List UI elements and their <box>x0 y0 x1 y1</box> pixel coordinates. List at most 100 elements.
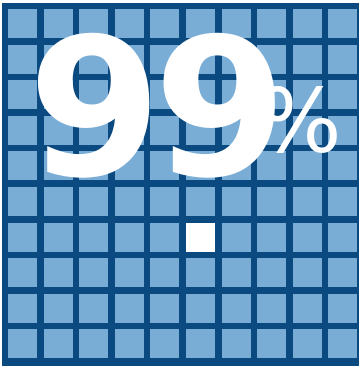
grid-cell <box>257 258 286 287</box>
grid-cell <box>222 294 251 323</box>
highlighted-cell <box>186 223 215 252</box>
grid-cell <box>293 80 322 109</box>
grid-cell <box>293 116 322 145</box>
grid-cell <box>8 151 37 180</box>
grid-cell <box>257 9 286 38</box>
grid-cell <box>257 45 286 74</box>
grid-cell <box>328 116 357 145</box>
grid-cell <box>257 223 286 252</box>
grid-cell <box>115 80 144 109</box>
grid-cell <box>150 80 179 109</box>
grid-cell <box>115 329 144 358</box>
grid-cell <box>79 294 108 323</box>
grid-cell <box>222 223 251 252</box>
grid-cell <box>328 151 357 180</box>
grid-cell <box>79 45 108 74</box>
grid-cell <box>79 116 108 145</box>
stat-number: 99 <box>28 0 287 221</box>
unit-grid <box>2 3 359 366</box>
grid-cell <box>186 45 215 74</box>
grid-cell <box>115 45 144 74</box>
grid-cell <box>293 258 322 287</box>
grid-cell <box>79 329 108 358</box>
grid-cell <box>150 9 179 38</box>
grid-cell <box>328 258 357 287</box>
grid-cell <box>150 187 179 216</box>
grid-cell <box>257 80 286 109</box>
grid-cell <box>150 329 179 358</box>
grid-cell <box>79 258 108 287</box>
grid-cell <box>222 45 251 74</box>
grid-cell <box>293 329 322 358</box>
grid-cell <box>79 9 108 38</box>
grid-cell <box>293 151 322 180</box>
grid-cell <box>222 329 251 358</box>
grid-cell <box>150 223 179 252</box>
grid-cell <box>293 45 322 74</box>
grid-cell <box>44 294 73 323</box>
grid-cell <box>8 223 37 252</box>
grid-cell <box>186 294 215 323</box>
grid-cell <box>115 187 144 216</box>
grid-cell <box>44 223 73 252</box>
grid-cell <box>44 45 73 74</box>
grid-cell <box>186 9 215 38</box>
grid-cell <box>150 45 179 74</box>
grid-cell <box>293 9 322 38</box>
grid-cell <box>8 116 37 145</box>
grid-cell <box>328 45 357 74</box>
grid-cell <box>44 258 73 287</box>
grid-cell <box>186 116 215 145</box>
grid-cell <box>293 223 322 252</box>
grid-cell <box>150 294 179 323</box>
grid-cell <box>8 187 37 216</box>
grid-cell <box>328 294 357 323</box>
grid-cell <box>115 294 144 323</box>
grid-cell <box>44 187 73 216</box>
grid-cell <box>44 329 73 358</box>
grid-cell <box>115 151 144 180</box>
grid-cell <box>44 116 73 145</box>
grid-cell <box>328 187 357 216</box>
grid-cell <box>79 187 108 216</box>
grid-cell <box>8 45 37 74</box>
grid-cell <box>257 187 286 216</box>
grid-cell <box>79 80 108 109</box>
grid-cell <box>222 9 251 38</box>
percent-sign: % <box>258 70 342 173</box>
grid-cell <box>115 9 144 38</box>
grid-cell <box>293 294 322 323</box>
grid-cell <box>44 9 73 38</box>
grid-cell <box>115 223 144 252</box>
grid-cell <box>328 9 357 38</box>
grid-cell <box>257 116 286 145</box>
grid-cell <box>328 329 357 358</box>
grid-cell <box>186 329 215 358</box>
grid-cell <box>115 116 144 145</box>
grid-cell <box>257 151 286 180</box>
grid-cell <box>257 294 286 323</box>
grid-cell <box>186 80 215 109</box>
grid-cell <box>186 187 215 216</box>
grid-cell <box>222 187 251 216</box>
grid-cell <box>150 116 179 145</box>
grid-cell <box>8 258 37 287</box>
grid-cell <box>115 258 144 287</box>
grid-cell <box>150 258 179 287</box>
grid-cell <box>44 80 73 109</box>
grid-cell <box>222 151 251 180</box>
grid-cell <box>8 80 37 109</box>
grid-cell <box>8 9 37 38</box>
grid-cell <box>222 258 251 287</box>
grid-cell <box>328 223 357 252</box>
grid-cell <box>8 329 37 358</box>
grid-cell <box>44 151 73 180</box>
grid-cell <box>186 258 215 287</box>
grid-cell <box>186 151 215 180</box>
grid-cell <box>328 80 357 109</box>
grid-cell <box>222 80 251 109</box>
grid-cell <box>79 223 108 252</box>
grid-cell <box>79 151 108 180</box>
grid-cell <box>257 329 286 358</box>
